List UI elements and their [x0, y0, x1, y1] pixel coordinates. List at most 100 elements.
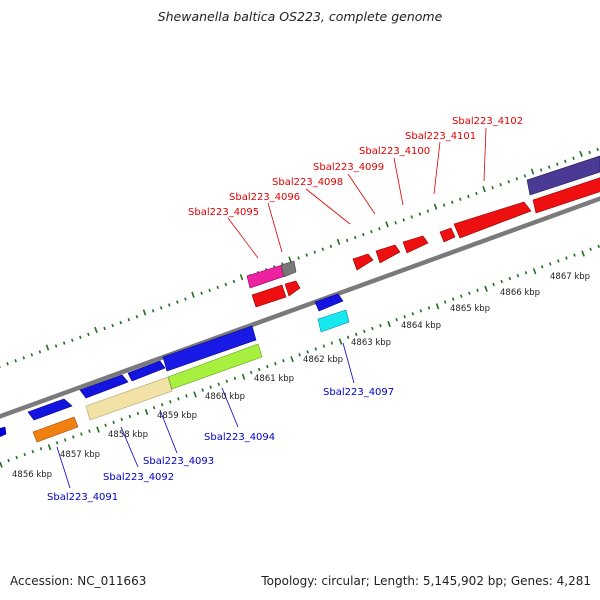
gene-block-red-4098[interactable] — [352, 253, 374, 271]
gene-block-gray[interactable] — [280, 260, 297, 278]
tick-mark — [314, 347, 318, 351]
tick-mark — [94, 326, 98, 334]
tick-mark — [159, 306, 163, 310]
tick-mark — [589, 247, 592, 251]
tick-mark — [225, 379, 229, 383]
gene-block-red-4096b[interactable] — [284, 280, 301, 297]
tick-mark — [217, 382, 221, 386]
gene-label-4093[interactable]: Sbal223_4093 — [143, 456, 214, 467]
gene-label-4100[interactable]: Sbal223_4100 — [359, 146, 430, 157]
tick-mark — [72, 435, 75, 439]
tick-mark — [79, 335, 82, 339]
tick-mark — [88, 429, 91, 433]
tick-mark — [257, 367, 261, 372]
tick-mark — [201, 388, 204, 392]
tick-mark — [468, 291, 471, 295]
gene-block-blue-4097[interactable] — [314, 293, 344, 312]
tick-mark — [532, 268, 537, 275]
gene-label-4094[interactable]: Sbal223_4094 — [204, 432, 275, 443]
tick-mark — [395, 317, 398, 322]
tick-mark — [193, 391, 197, 398]
tick-mark — [103, 326, 106, 331]
gene-label-4102[interactable]: Sbal223_4102 — [452, 116, 523, 127]
tick-mark — [579, 150, 583, 158]
tick-mark — [176, 300, 179, 304]
tick-mark — [370, 229, 373, 234]
tick-mark — [338, 338, 343, 345]
tick-mark — [136, 411, 140, 416]
tick-mark — [274, 361, 277, 366]
tick-mark — [297, 256, 300, 260]
tick-mark — [266, 364, 269, 369]
tick-mark — [30, 353, 34, 357]
gene-block-red-4100[interactable] — [402, 235, 429, 254]
tick-mark — [362, 232, 365, 237]
gene-label-4092[interactable]: Sbal223_4092 — [103, 472, 174, 483]
tick-mark — [500, 279, 503, 284]
tick-mark — [378, 227, 381, 231]
gene-label-4099[interactable]: Sbal223_4099 — [313, 162, 384, 173]
tick-mark — [249, 370, 253, 375]
tick-mark — [410, 215, 414, 219]
tick-mark — [336, 238, 341, 246]
gene-block-dark-blue-left[interactable] — [0, 426, 7, 438]
tick-mark — [233, 376, 237, 381]
gene-label-4091[interactable]: Sbal223_4091 — [47, 492, 118, 503]
tick-mark — [442, 203, 446, 207]
kbp-label-4863: 4863 kbp — [351, 338, 391, 348]
gene-block-blue-3[interactable] — [127, 360, 166, 382]
gene-block-cyan[interactable] — [317, 309, 350, 333]
tick-mark — [288, 256, 292, 263]
tick-mark — [459, 197, 462, 202]
tick-mark — [112, 420, 115, 425]
leader-lines — [227, 127, 487, 259]
tick-mark — [548, 262, 552, 266]
reverse-features — [32, 293, 350, 443]
tick-mark — [177, 397, 180, 401]
tick-mark — [62, 341, 66, 345]
gene-block-red-4101[interactable] — [439, 227, 456, 243]
kbp-label-4865: 4865 kbp — [450, 304, 490, 314]
gene-block-red-4102[interactable] — [453, 201, 532, 239]
tick-mark — [491, 185, 494, 190]
gene-block-blue-1[interactable] — [27, 398, 73, 421]
gene-label-4096[interactable]: Sbal223_4096 — [229, 192, 300, 203]
gene-label-4095[interactable]: Sbal223_4095 — [188, 207, 259, 218]
tick-mark — [523, 174, 527, 178]
gene-block-navy[interactable] — [526, 155, 600, 196]
tick-mark — [330, 341, 334, 345]
tick-mark — [556, 162, 559, 166]
tick-mark — [54, 344, 58, 348]
gene-label-4097[interactable]: Sbal223_4097 — [323, 387, 394, 398]
tick-mark — [111, 323, 114, 328]
tick-mark — [345, 238, 349, 243]
gene-label-4101[interactable]: Sbal223_4101 — [405, 131, 476, 142]
tick-mark — [6, 361, 9, 366]
tick-mark — [184, 297, 187, 301]
kbp-label-4867: 4867 kbp — [550, 272, 590, 282]
gene-block-red-4099[interactable] — [375, 244, 401, 264]
gene-block-orange[interactable] — [32, 416, 79, 443]
tick-mark — [539, 168, 543, 172]
gene-block-blue-2[interactable] — [79, 374, 129, 399]
tick-mark — [524, 271, 528, 275]
tick-mark — [596, 147, 599, 152]
tick-mark — [515, 177, 519, 181]
tick-mark — [104, 423, 107, 427]
genome-summary: Topology: circular; Length: 5,145,902 bp… — [261, 574, 591, 588]
gene-block-tan[interactable] — [85, 376, 173, 421]
tick-mark — [475, 191, 478, 196]
gene-label-4098[interactable]: Sbal223_4098 — [272, 177, 343, 188]
gene-block-lime[interactable] — [167, 343, 263, 390]
kbp-label-4866: 4866 kbp — [500, 288, 540, 298]
tick-mark — [385, 221, 389, 228]
gene-block-red-long[interactable] — [532, 176, 600, 214]
tick-mark — [467, 194, 470, 199]
tick-mark — [135, 315, 139, 319]
tick-mark — [411, 312, 415, 316]
gene-block-blue-4[interactable] — [162, 325, 257, 372]
tick-mark — [119, 320, 123, 325]
gene-block-red-4096[interactable] — [251, 284, 287, 308]
tick-mark — [353, 235, 357, 240]
tick-mark — [151, 309, 155, 313]
